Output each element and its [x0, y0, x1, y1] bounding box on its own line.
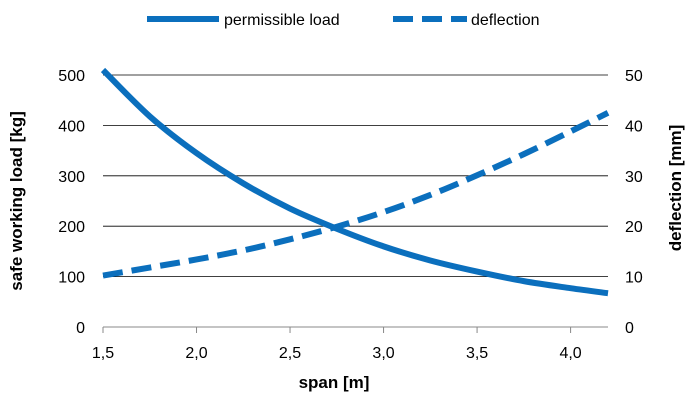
- y-left-tick-label: 500: [58, 68, 85, 85]
- y-axis-left-label: safe working load [kg]: [7, 111, 26, 290]
- y-right-tick-label: 30: [625, 169, 643, 186]
- y-right-tick-label: 40: [625, 118, 643, 135]
- grid: [103, 74, 608, 278]
- x-tick-label: 2,0: [185, 345, 207, 362]
- legend-label: deflection: [471, 12, 540, 29]
- y-right-tick-label: 50: [625, 68, 643, 85]
- axes: [102, 326, 608, 333]
- x-tick-label: 3,0: [372, 345, 394, 362]
- x-tick-label: 1,5: [92, 345, 114, 362]
- y-right-tick-label: 10: [625, 270, 643, 287]
- y-left-tick-label: 300: [58, 169, 85, 186]
- x-tick-label: 4,0: [559, 345, 581, 362]
- x-tick-label: 3,5: [466, 345, 488, 362]
- legend-label: permissible load: [224, 12, 340, 29]
- series-layer: [100, 67, 610, 297]
- x-tick-label: 2,5: [279, 345, 301, 362]
- y-right-tick-label: 0: [625, 320, 634, 337]
- series-line-deflection: [102, 110, 610, 279]
- legend: permissible load deflection: [147, 12, 540, 29]
- y-left-tick-label: 400: [58, 118, 85, 135]
- y-axis-right-label: deflection [mm]: [666, 125, 685, 252]
- x-axis-label: span [m]: [299, 373, 370, 392]
- y-right-tick-label: 20: [625, 219, 643, 236]
- y-left-tick-label: 100: [58, 270, 85, 287]
- series-line-permissible-load: [100, 67, 609, 297]
- y-left-tick-label: 0: [76, 320, 85, 337]
- tick-labels: 1,5 2,0 2,5 3,0 3,5 4,0 0 100 200 300 400 500 0 10 20 3…: [58, 68, 643, 362]
- y-left-tick-label: 200: [58, 219, 85, 236]
